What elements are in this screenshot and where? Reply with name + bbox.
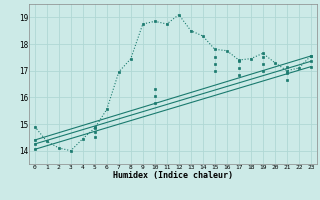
X-axis label: Humidex (Indice chaleur): Humidex (Indice chaleur) <box>113 171 233 180</box>
